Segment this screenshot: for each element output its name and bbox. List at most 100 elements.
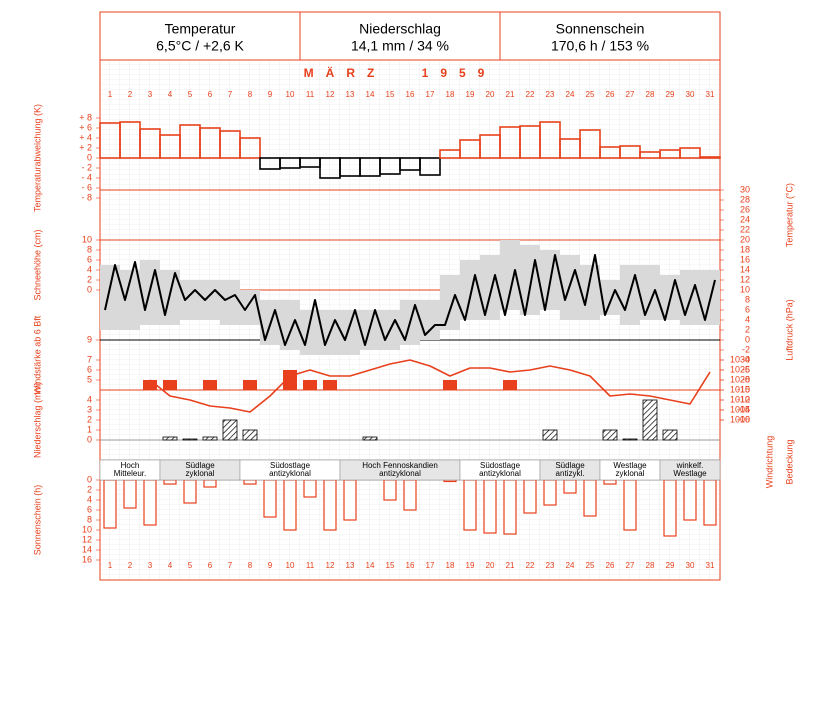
day-label: 16 (406, 561, 415, 570)
sunshine-bar (103, 479, 117, 529)
day-label: 30 (686, 90, 695, 99)
y-tick-label: 22 (740, 224, 750, 234)
y-tick-label: 2 (87, 274, 92, 284)
day-label: 12 (326, 561, 335, 570)
day-label: 5 (188, 90, 193, 99)
weather-type-label: Mitteleur. (114, 469, 146, 478)
y-tick-label: -6 (742, 364, 750, 374)
day-label: 27 (626, 90, 635, 99)
day-label: 23 (546, 561, 555, 570)
sunshine-bar (543, 479, 557, 506)
day-label: 29 (666, 561, 675, 570)
sunshine-bar (583, 479, 597, 517)
y-tick-label: + 4 (79, 132, 92, 142)
sunshine-bar (163, 479, 177, 485)
normal-range (200, 280, 220, 320)
day-label: 23 (546, 90, 555, 99)
sunshine-bar (243, 479, 257, 485)
y-tick-label: 16 (740, 254, 750, 264)
y-tick-label: 6 (87, 504, 92, 514)
bar (162, 436, 178, 441)
weather-type-label: antizykl. (556, 469, 585, 478)
sunshine-bar (323, 479, 337, 531)
day-label: 19 (466, 561, 475, 570)
bar (503, 380, 517, 390)
weather-type-label: Hoch Fennoskandien (362, 461, 438, 470)
weather-type-label: antizyklonal (479, 469, 521, 478)
sunshine-bar (203, 479, 217, 488)
normal-range (580, 265, 600, 320)
weather-type-label: Südlage (555, 461, 585, 470)
day-label: 1 (108, 561, 113, 570)
day-label: 11 (306, 561, 315, 570)
weather-type-label: antizyklonal (269, 469, 311, 478)
bar (242, 429, 258, 441)
day-label: 25 (586, 90, 595, 99)
axis-title: Windstärke ab 6 Bft (32, 315, 42, 394)
y-tick-label: 30 (740, 184, 750, 194)
sunshine-bar (483, 479, 497, 534)
weather-type-label: Westlage (673, 469, 707, 478)
sunshine-bar (603, 479, 617, 485)
sunshine-bar (383, 479, 397, 501)
axis-title: Sonnenschein (h) (32, 485, 42, 556)
y-tick-label: 1030 (730, 354, 750, 364)
day-label: 1 (108, 90, 113, 99)
row-label: Bedeckung (784, 439, 794, 484)
sunshine-bar (523, 479, 537, 514)
bar (222, 419, 238, 441)
y-tick-label: 6 (87, 364, 92, 374)
day-label: 7 (228, 561, 233, 570)
y-tick-label: 8 (87, 244, 92, 254)
anomaly-step (579, 129, 601, 159)
weather-type-label: Südostlage (480, 461, 521, 470)
normal-range (220, 280, 240, 325)
data-line (149, 359, 711, 413)
normal-range (100, 265, 120, 330)
y-tick-label: 1000 (730, 414, 750, 424)
day-label: 2 (128, 561, 133, 570)
y-tick-label: -16 (737, 414, 750, 424)
day-label: 12 (326, 90, 335, 99)
y-tick-label: 28 (740, 194, 750, 204)
bar (362, 436, 378, 441)
y-tick-label: -14 (737, 404, 750, 414)
header-title: Sonnenschein (556, 21, 645, 37)
header-title: Temperatur (165, 21, 236, 37)
sunshine-bar (623, 479, 637, 531)
sunshine-bar (663, 479, 677, 537)
anomaly-step (239, 137, 261, 159)
y-tick-label: - 2 (81, 162, 92, 172)
y-tick-label: 14 (740, 264, 750, 274)
header-value: 14,1 mm / 34 % (351, 38, 449, 54)
y-tick-label: 7 (87, 354, 92, 364)
day-label: 29 (666, 90, 675, 99)
day-label: 20 (486, 90, 495, 99)
y-tick-label: 6 (745, 304, 750, 314)
day-label: 28 (646, 561, 655, 570)
day-label: 26 (606, 561, 615, 570)
day-label: 16 (406, 90, 415, 99)
y-tick-label: -2 (742, 344, 750, 354)
day-label: 21 (506, 90, 515, 99)
day-label: 15 (386, 561, 395, 570)
normal-range (460, 260, 480, 320)
bar (243, 380, 257, 390)
y-tick-label: 1020 (730, 374, 750, 384)
sunshine-bar (683, 479, 697, 521)
normal-range (440, 275, 460, 330)
day-label: 26 (606, 90, 615, 99)
y-tick-label: 4 (87, 494, 92, 504)
y-tick-label: 9 (87, 334, 92, 344)
y-tick-label: 1 (87, 424, 92, 434)
sunshine-bar (123, 479, 137, 509)
day-label: 22 (526, 90, 535, 99)
bar (283, 370, 297, 390)
y-tick-label: 2 (745, 324, 750, 334)
sunshine-bar (403, 479, 417, 511)
weather-type-label: Hoch (121, 461, 140, 470)
day-label: 20 (486, 561, 495, 570)
day-label: 7 (228, 90, 233, 99)
day-label: 22 (526, 561, 535, 570)
y-tick-label: 14 (82, 544, 92, 554)
